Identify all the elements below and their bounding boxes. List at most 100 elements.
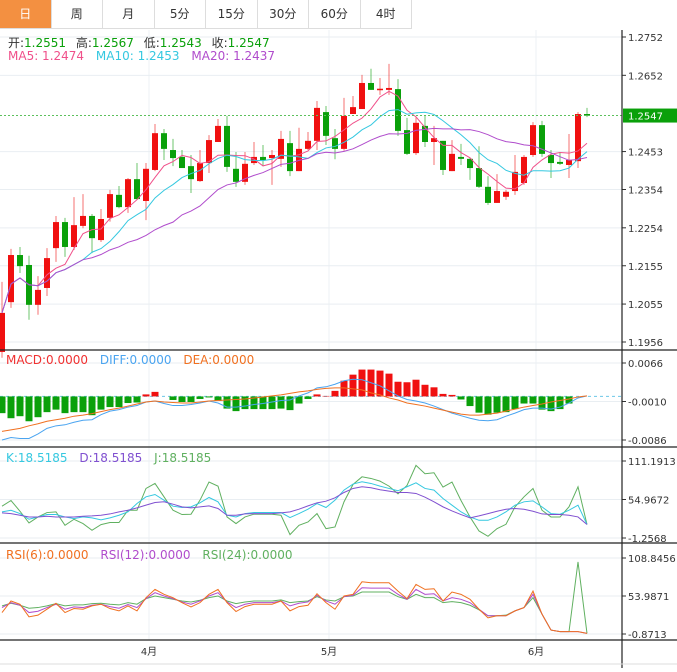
candle [71, 197, 77, 251]
price-tick-label: 1.2752 [628, 33, 663, 44]
tab-1[interactable]: 周 [52, 0, 103, 28]
rsi-tick-label: 53.9871 [628, 592, 669, 603]
price-tick-label: 1.2453 [628, 148, 663, 159]
price-tick-label: 1.2652 [628, 71, 663, 82]
candle-body [8, 255, 14, 303]
candle [287, 130, 293, 177]
candle [17, 246, 23, 274]
rsi6-line [1, 581, 588, 634]
macd-bar [457, 396, 465, 400]
macd-bar [151, 391, 159, 397]
candle [62, 217, 68, 257]
candle-body [323, 112, 329, 136]
candle [530, 122, 536, 157]
candle-body [35, 289, 41, 305]
candle-body [485, 186, 491, 203]
macd-bar [484, 396, 492, 415]
rsi-tick-label: -0.8713 [628, 630, 667, 641]
candle-body [359, 82, 365, 110]
candle-body [197, 163, 203, 182]
macd-bar [25, 396, 33, 422]
tab-2[interactable]: 月 [103, 0, 155, 28]
macd-bar [241, 396, 249, 410]
macd-bar [106, 396, 114, 408]
x-tick-label: 5月 [321, 646, 337, 658]
ma5-legend: MA5: 1.2474 [8, 49, 85, 63]
candle [557, 151, 563, 165]
tab-3[interactable]: 5分 [155, 0, 206, 28]
candle-body [206, 140, 212, 164]
ma20-legend: MA20: 1.2437 [191, 49, 276, 63]
ma10-line [1, 109, 588, 314]
macd-bar [340, 380, 348, 397]
macd-bar [259, 396, 267, 410]
candle [107, 189, 113, 222]
tab-5[interactable]: 30分 [258, 0, 309, 28]
macd-bar [70, 396, 78, 413]
macd-bar [529, 396, 537, 404]
price-tick-label: 1.2254 [628, 224, 663, 235]
candle-body [44, 258, 50, 288]
macd-bar [88, 396, 96, 416]
candle-body [539, 125, 545, 154]
candle [206, 135, 212, 174]
close-value: 1.2547 [227, 36, 270, 50]
candle-body [53, 222, 59, 249]
ma20-line [1, 127, 588, 314]
candle-body [575, 114, 581, 162]
rsi24-line [1, 561, 588, 634]
candle [143, 163, 149, 221]
ma10-legend: MA10: 1.2453 [95, 49, 180, 63]
kdj-tick-label: 54.9672 [628, 496, 669, 507]
candle-body [179, 156, 185, 169]
macd-bar [349, 374, 357, 397]
rsi-legend-24: RSI(24):0.0000 [202, 548, 293, 562]
macd-bar [322, 395, 330, 397]
kdj-tick-label: -1.2568 [628, 534, 667, 545]
candle [278, 130, 284, 167]
macd-bar [448, 394, 456, 397]
last-price-label: 1.2547 [628, 112, 663, 123]
candle-body [107, 194, 113, 218]
tab-4[interactable]: 15分 [206, 0, 258, 28]
tab-6[interactable]: 60分 [309, 0, 361, 28]
price-tick-label: 1.2055 [628, 300, 663, 311]
candle-body [422, 125, 428, 142]
macd-bar [178, 396, 186, 403]
macd-bar [394, 381, 402, 397]
candle [512, 155, 518, 195]
macd-bar [7, 396, 15, 419]
macd-bar [502, 396, 510, 413]
price-tick-label: 1.1956 [628, 338, 663, 349]
rsi-legend: RSI(6):0.0000 RSI(12):0.0000 RSI(24):0.0… [6, 548, 301, 562]
candle-body [386, 87, 392, 90]
candle [314, 100, 320, 151]
macd-bar [250, 396, 258, 410]
candle-body [521, 156, 527, 183]
macd-bar [124, 396, 132, 404]
candle-body [368, 82, 374, 90]
macd-bar [430, 387, 438, 397]
macd-bar [547, 396, 555, 412]
price-tick-label: 1.2354 [628, 186, 663, 197]
candle [296, 127, 302, 172]
candle [503, 189, 509, 200]
candle [323, 105, 329, 146]
macd-bar [52, 396, 60, 410]
candle [53, 215, 59, 262]
macd-bar [511, 396, 519, 410]
candle [0, 281, 5, 358]
macd-bar [286, 396, 294, 411]
candle-body [449, 153, 455, 172]
macd-bar [475, 396, 483, 413]
candle [161, 128, 167, 160]
macd-bar [34, 396, 42, 418]
macd-bar [520, 396, 528, 404]
tab-7[interactable]: 4时 [361, 0, 412, 28]
candle [251, 141, 257, 165]
last-price-badge [623, 108, 677, 123]
macd-bar [61, 396, 69, 414]
candle [377, 77, 383, 95]
tab-0[interactable]: 日 [0, 0, 52, 28]
macd-bar [187, 396, 195, 403]
